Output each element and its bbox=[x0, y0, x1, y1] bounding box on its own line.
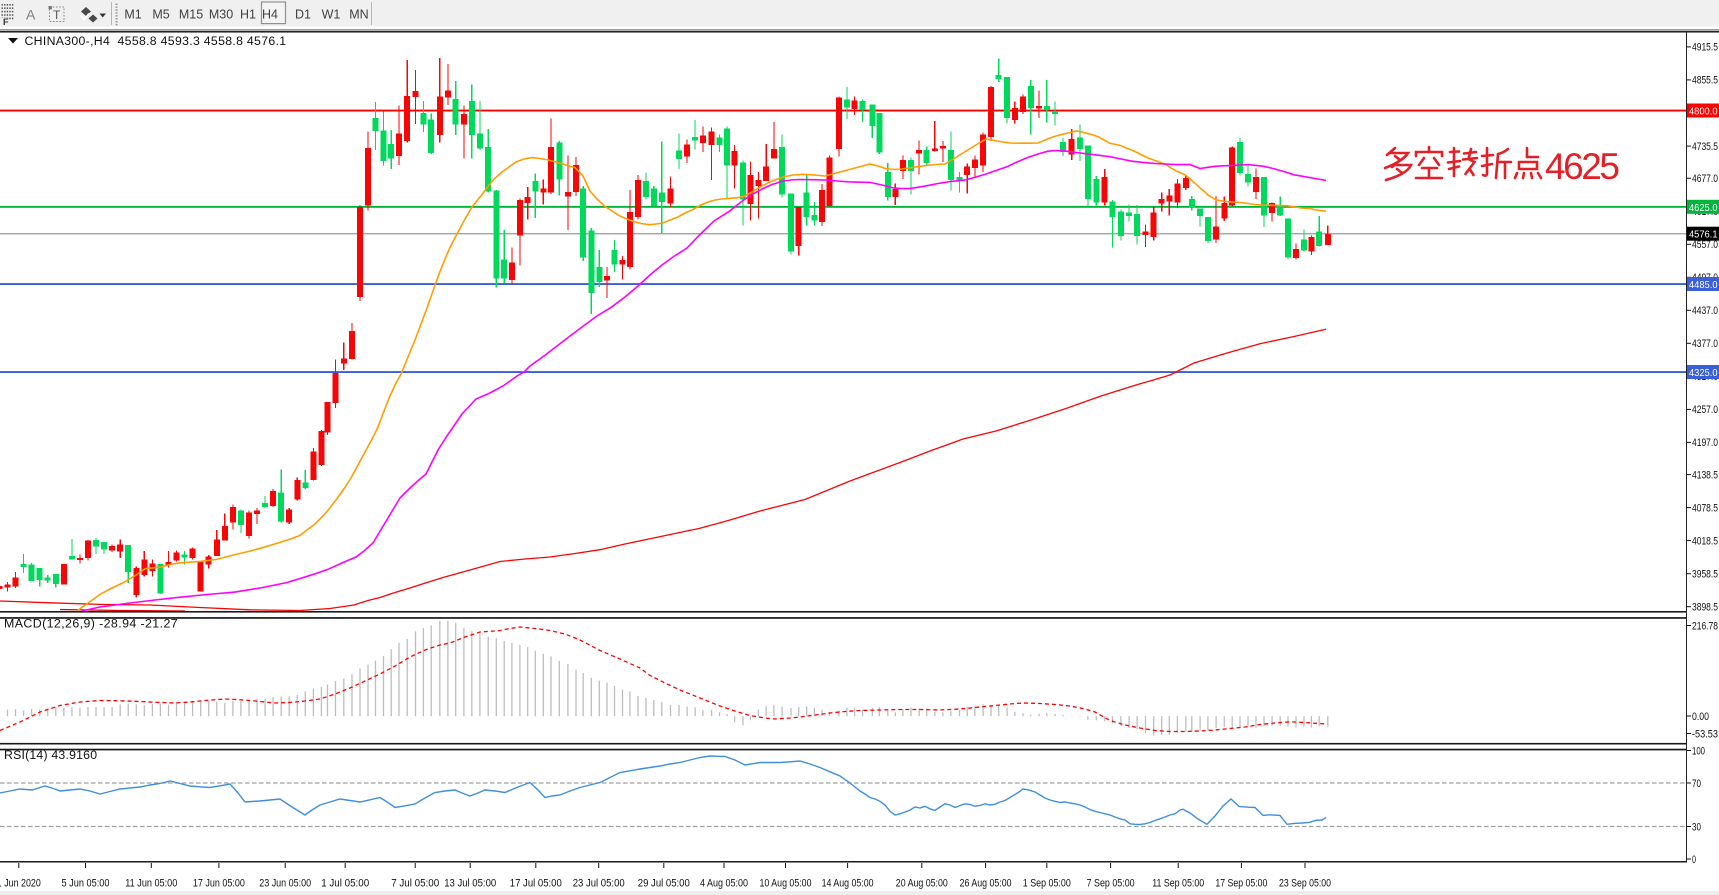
svg-text:10 Aug 05:00: 10 Aug 05:00 bbox=[760, 878, 812, 890]
svg-text:5 Jun 05:00: 5 Jun 05:00 bbox=[62, 878, 110, 890]
svg-text:23 Sep 05:00: 23 Sep 05:00 bbox=[1279, 878, 1331, 890]
svg-text:216.78: 216.78 bbox=[1692, 620, 1718, 632]
svg-text:1 Sep 05:00: 1 Sep 05:00 bbox=[1023, 878, 1071, 890]
svg-text:4485.0: 4485.0 bbox=[1689, 280, 1718, 291]
svg-text:A: A bbox=[26, 7, 36, 23]
svg-text:17 Jul 05:00: 17 Jul 05:00 bbox=[510, 878, 562, 890]
svg-text:F: F bbox=[3, 17, 9, 27]
svg-text:100: 100 bbox=[1692, 745, 1705, 757]
svg-text:CHINA300-,H4 4558.8 4593.3 45: CHINA300-,H4 4558.8 4593.3 4558.8 4576.1 bbox=[25, 34, 287, 48]
svg-text:17 Jun 05:00: 17 Jun 05:00 bbox=[193, 878, 245, 890]
svg-text:11 Jun 05:00: 11 Jun 05:00 bbox=[125, 878, 177, 890]
svg-text:4855.5: 4855.5 bbox=[1692, 75, 1718, 87]
svg-text:T: T bbox=[53, 8, 61, 22]
svg-text:4437.0: 4437.0 bbox=[1692, 305, 1718, 317]
svg-text:4625.0: 4625.0 bbox=[1689, 203, 1718, 214]
svg-text:RSI(14) 43.9160: RSI(14) 43.9160 bbox=[4, 748, 97, 762]
svg-text:30: 30 bbox=[1692, 821, 1701, 833]
svg-text:1 Jun 2020: 1 Jun 2020 bbox=[0, 878, 41, 890]
svg-text:4197.0: 4197.0 bbox=[1692, 437, 1718, 449]
svg-text:11 Sep 05:00: 11 Sep 05:00 bbox=[1152, 878, 1204, 890]
svg-text:H1: H1 bbox=[240, 8, 256, 22]
svg-text:0: 0 bbox=[1692, 854, 1696, 866]
svg-text:13 Jul 05:00: 13 Jul 05:00 bbox=[444, 878, 496, 890]
svg-text:14 Aug 05:00: 14 Aug 05:00 bbox=[822, 878, 874, 890]
svg-text:4735.5: 4735.5 bbox=[1692, 141, 1718, 153]
svg-text:26 Aug 05:00: 26 Aug 05:00 bbox=[960, 878, 1012, 890]
svg-text:D1: D1 bbox=[295, 8, 311, 22]
svg-text:M5: M5 bbox=[152, 8, 169, 22]
svg-text:MN: MN bbox=[349, 8, 368, 22]
svg-text:MACD(12,26,9) -28.94 -21.27: MACD(12,26,9) -28.94 -21.27 bbox=[4, 617, 178, 631]
svg-text:4377.0: 4377.0 bbox=[1692, 338, 1718, 350]
svg-text:0.00: 0.00 bbox=[1692, 711, 1709, 723]
svg-text:4018.5: 4018.5 bbox=[1692, 535, 1718, 547]
svg-text:4557.0: 4557.0 bbox=[1692, 239, 1718, 251]
svg-text:4800.0: 4800.0 bbox=[1689, 107, 1718, 118]
svg-text:23 Jul 05:00: 23 Jul 05:00 bbox=[573, 878, 625, 890]
svg-text:M15: M15 bbox=[179, 8, 203, 22]
svg-text:4138.5: 4138.5 bbox=[1692, 469, 1718, 481]
svg-text:23 Jun 05:00: 23 Jun 05:00 bbox=[259, 878, 311, 890]
svg-text:4576.1: 4576.1 bbox=[1689, 230, 1718, 241]
svg-text:W1: W1 bbox=[322, 8, 341, 22]
svg-text:4625: 4625 bbox=[1545, 146, 1620, 187]
svg-text:M30: M30 bbox=[209, 8, 233, 22]
svg-text:7 Jul 05:00: 7 Jul 05:00 bbox=[391, 878, 439, 890]
svg-text:29 Jul 05:00: 29 Jul 05:00 bbox=[638, 878, 690, 890]
svg-text:17 Sep 05:00: 17 Sep 05:00 bbox=[1215, 878, 1267, 890]
svg-text:4 Aug 05:00: 4 Aug 05:00 bbox=[700, 878, 748, 890]
svg-text:20 Aug 05:00: 20 Aug 05:00 bbox=[896, 878, 948, 890]
svg-text:3898.5: 3898.5 bbox=[1692, 602, 1718, 614]
svg-text:4078.5: 4078.5 bbox=[1692, 502, 1718, 514]
svg-text:4915.5: 4915.5 bbox=[1692, 42, 1718, 54]
svg-text:4325.0: 4325.0 bbox=[1689, 368, 1718, 379]
svg-text:M1: M1 bbox=[124, 8, 141, 22]
svg-text:4677.0: 4677.0 bbox=[1692, 173, 1718, 185]
svg-text:4257.0: 4257.0 bbox=[1692, 404, 1718, 416]
svg-text:H4: H4 bbox=[262, 8, 278, 22]
svg-text:1 Jul 05:00: 1 Jul 05:00 bbox=[321, 878, 369, 890]
svg-text:-53.53: -53.53 bbox=[1692, 728, 1718, 740]
svg-text:3958.5: 3958.5 bbox=[1692, 569, 1718, 581]
svg-text:70: 70 bbox=[1692, 778, 1701, 790]
svg-text:7 Sep 05:00: 7 Sep 05:00 bbox=[1087, 878, 1135, 890]
